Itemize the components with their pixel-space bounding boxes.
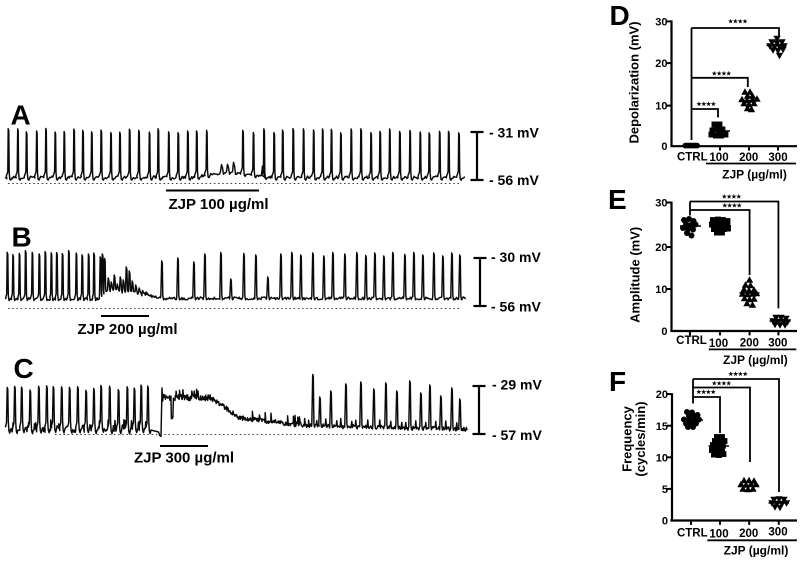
svg-text:- 30 mV: - 30 mV <box>491 249 541 265</box>
svg-text:Amplitude (mV): Amplitude (mV) <box>628 227 643 323</box>
svg-text:Depolarization (mV): Depolarization (mV) <box>627 21 642 143</box>
svg-text:100: 100 <box>709 152 728 164</box>
svg-text:B: B <box>12 222 32 253</box>
svg-text:ZJP 100 µg/ml: ZJP 100 µg/ml <box>168 196 268 213</box>
svg-text:CTRL: CTRL <box>677 152 708 164</box>
svg-text:100: 100 <box>709 529 728 541</box>
svg-text:200: 200 <box>739 152 758 164</box>
svg-text:- 29 mV: - 29 mV <box>492 377 542 393</box>
svg-text:- 31 mV: - 31 mV <box>489 125 539 141</box>
svg-text:30: 30 <box>655 17 667 29</box>
svg-text:20: 20 <box>655 242 667 254</box>
svg-text:10: 10 <box>656 452 668 464</box>
svg-text:C: C <box>14 353 34 384</box>
svg-text:ZJP (µg/ml): ZJP (µg/ml) <box>723 353 788 367</box>
svg-text:15: 15 <box>656 421 668 433</box>
svg-text:- 56 mV: - 56 mV <box>489 172 539 188</box>
svg-text:0: 0 <box>661 141 667 153</box>
svg-text:300: 300 <box>768 527 787 539</box>
svg-text:Frequency: Frequency <box>619 405 634 472</box>
svg-text:300: 300 <box>768 338 787 350</box>
svg-text:- 56 mV: - 56 mV <box>491 299 541 315</box>
svg-text:ZJP (µg/ml): ZJP (µg/ml) <box>722 168 787 182</box>
svg-text:0: 0 <box>661 326 667 338</box>
svg-text:E: E <box>608 184 627 215</box>
svg-text:300: 300 <box>768 152 787 164</box>
svg-text:D: D <box>610 0 630 31</box>
svg-text:CTRL: CTRL <box>676 335 707 347</box>
svg-text:200: 200 <box>739 528 758 540</box>
svg-text:100: 100 <box>709 338 728 350</box>
svg-text:200: 200 <box>740 338 759 350</box>
svg-text:0: 0 <box>662 516 668 528</box>
svg-text:10: 10 <box>655 101 667 113</box>
svg-text:10: 10 <box>655 284 667 296</box>
svg-text:(cycles/min): (cycles/min) <box>633 401 648 476</box>
svg-text:ZJP 200 µg/ml: ZJP 200 µg/ml <box>77 321 177 338</box>
svg-text:F: F <box>609 366 626 397</box>
svg-text:- 57 mV: - 57 mV <box>492 427 542 443</box>
svg-text:ZJP 300 µg/ml: ZJP 300 µg/ml <box>134 450 234 467</box>
svg-text:5: 5 <box>662 484 668 496</box>
svg-text:ZJP (µg/ml): ZJP (µg/ml) <box>724 544 789 558</box>
svg-text:20: 20 <box>656 389 668 401</box>
svg-text:30: 30 <box>655 198 667 210</box>
svg-text:20: 20 <box>655 58 667 70</box>
svg-text:CTRL: CTRL <box>677 528 708 540</box>
svg-text:A: A <box>11 100 31 131</box>
